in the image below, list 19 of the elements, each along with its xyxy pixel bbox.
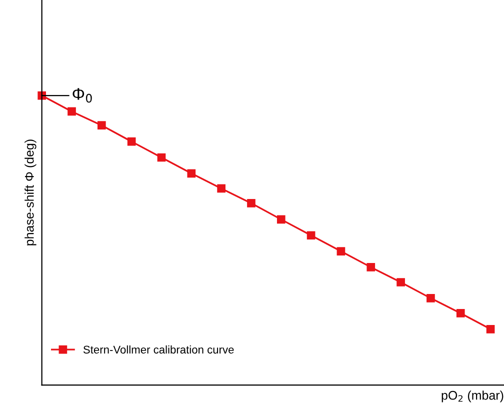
- point: [217, 184, 226, 193]
- annotation: Φ$_{0}$: [72, 88, 92, 103]
- point: [336, 247, 346, 256]
- point: [276, 215, 286, 224]
- y-axis-title: phase-shift Φ (deg): [24, 140, 36, 246]
- point: [187, 169, 196, 178]
- legend-label: Stern-Vollmer calibration curve: [83, 345, 234, 354]
- point: [486, 324, 495, 334]
- point: [97, 121, 106, 130]
- point: [127, 137, 136, 146]
- point: [396, 278, 405, 286]
- point: [247, 199, 256, 208]
- point: [366, 263, 376, 272]
- point: [426, 294, 435, 302]
- point: [456, 309, 465, 318]
- point: [306, 231, 316, 240]
- point: [68, 107, 76, 116]
- point: [157, 153, 166, 162]
- x-axis-title: pO$_{2}$ (mbar): [442, 390, 504, 402]
